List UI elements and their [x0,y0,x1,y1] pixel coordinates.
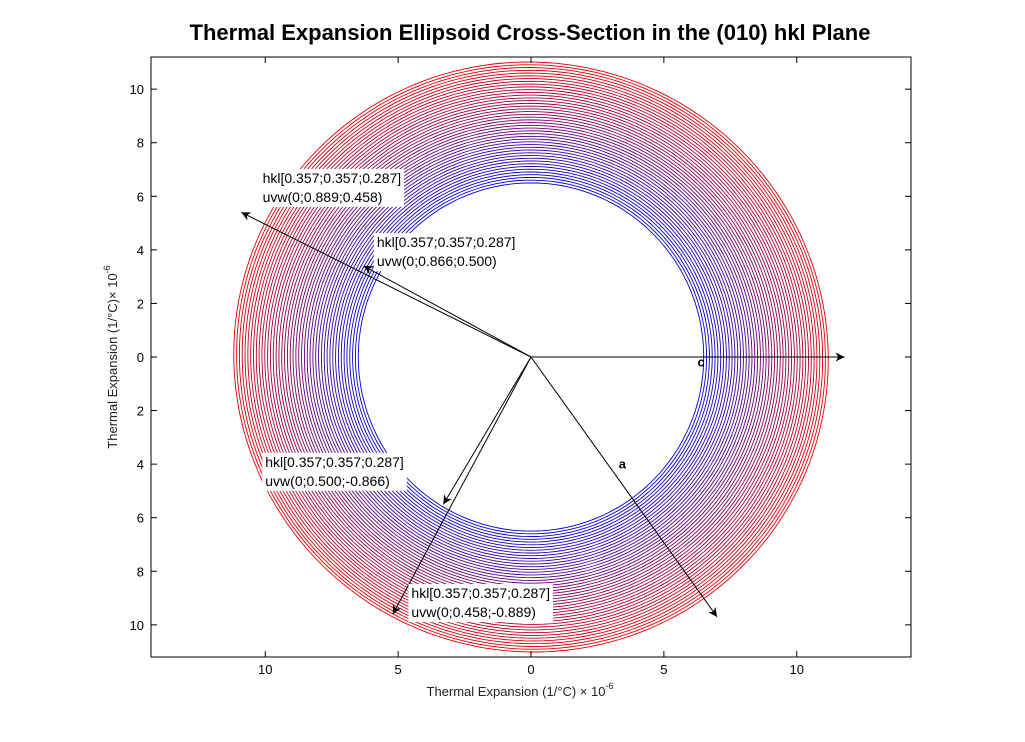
annot-uvw-0-500-m866-line1: hkl[0.357;0.357;0.287] [265,454,404,470]
ellipse-ring-13 [320,146,742,568]
ellipse-ring-21 [298,124,764,590]
y-tick-label-2: 6 [137,189,144,204]
x-tick-label-1: 5 [395,662,402,677]
annot-uvw-0-866-500-line2: uvw(0;0.866;0.500) [377,253,497,269]
y-tick-label-3: 4 [137,243,144,258]
ellipse-ring-10 [329,155,733,559]
x-axis-label: Thermal Expansion (1/°C) × 10-6 [427,681,614,699]
ellipse-ring-33 [264,91,798,623]
ellipse-ring-11 [326,152,736,562]
ellipse-ring-23 [292,119,770,595]
ellipse-ring-22 [295,122,767,592]
ellipse-ring-24 [289,116,773,598]
y-tick-label-1: 8 [137,136,144,151]
y-tick-label-4: 2 [137,296,144,311]
ellipse-ring-7 [337,163,725,551]
y-tick-label-5: 0 [137,350,144,365]
vector-arrows: ca [241,211,845,618]
ellipse-ring-26 [284,111,778,603]
y-tick-label-7: 4 [137,457,144,472]
y-tick-label-10: 10 [130,618,144,633]
annot-uvw-0-500-m866-line2: uvw(0;0.500;-0.866) [265,473,390,489]
vector-label-c: c [697,354,704,369]
ellipse-ring-15 [315,141,747,573]
ellipse-ring-14 [318,144,744,570]
ellipse-ring-20 [301,127,761,587]
ellipse-ring-1 [354,179,708,535]
ellipse-ring-36 [255,83,807,631]
y-tick-label-9: 8 [137,564,144,579]
y-tick-label-0: 10 [130,82,144,97]
x-axis-label-exponent: -6 [605,681,613,691]
ellipse-ring-12 [323,149,739,565]
y-tick-label-8: 6 [137,511,144,526]
ellipse-ring-18 [306,133,756,581]
ellipse-ring-35 [258,86,804,628]
y-axis-label-exponent: -6 [102,265,112,273]
ellipse-ring-32 [267,94,795,620]
ellipse-ring-34 [261,89,801,625]
annot-uvw-0-889-458-line2: uvw(0;0.889;0.458) [263,189,383,205]
annot-uvw-0-889-458-line1: hkl[0.357;0.357;0.287] [263,170,402,186]
vector-a [530,356,718,618]
ellipse-ring-27 [281,108,781,606]
ellipse-ring-4 [346,171,716,543]
ellipse-ring-42 [238,67,824,647]
ellipse-ring-29 [275,102,787,612]
ellipse-ring-30 [272,100,790,614]
vector-uvw-0-889-458 [241,211,532,358]
ellipse-rings [233,61,829,653]
ellipse-ring-41 [241,69,821,645]
ellipse-ring-16 [312,138,750,576]
ellipse-ring-2 [352,176,710,538]
vector-uvw-0-866-500 [363,265,532,358]
annot-uvw-0-458-m889-line1: hkl[0.357;0.357;0.287] [411,585,550,601]
x-axis-label-text: Thermal Expansion (1/°C) × 10 [427,684,606,699]
annot-uvw-0-500-m866: hkl[0.357;0.357;0.287] uvw(0;0.500;-0.866… [262,452,407,491]
ellipse-ring-37 [253,80,809,634]
ellipse-ring-38 [250,78,812,636]
annotations: hkl[0.357;0.357;0.287] uvw(0;0.889;0.458)… [259,168,553,623]
ellipse-ring-25 [286,113,776,601]
ellipse-ring-5 [343,168,719,546]
ellipse-ring-8 [335,160,727,554]
annot-uvw-0-458-m889-background [408,584,553,623]
annot-uvw-0-458-m889-line2: uvw(0;0.458;-0.889) [411,604,536,620]
annot-uvw-0-866-500-line1: hkl[0.357;0.357;0.287] [377,234,516,250]
annot-uvw-0-866-500: hkl[0.357;0.357;0.287] uvw(0;0.866;0.500) [373,233,519,272]
x-tick-label-2: 0 [527,662,534,677]
vector-uvw-0-458-m889 [392,356,532,615]
y-axis-label-text: Thermal Expansion (1/°C)× 10 [105,273,120,448]
ellipse-ring-0 [357,182,705,532]
ellipse-ring-39 [247,75,815,639]
annot-uvw-0-500-m866-background [262,452,407,491]
annot-uvw-0-889-458: hkl[0.357;0.357;0.287] uvw(0;0.889;0.458) [259,168,405,207]
ellipse-ring-43 [236,64,826,650]
vector-label-a: a [619,456,627,471]
ellipse-ring-40 [244,72,818,642]
annot-uvw-0-889-458-background [259,168,405,207]
y-tick-label-6: 2 [137,404,144,419]
ellipse-ring-19 [303,130,759,584]
ellipse-ring-31 [269,97,793,617]
vector-uvw-0-500-m866 [442,356,532,505]
annot-uvw-0-866-500-background [373,233,519,272]
x-tick-label-4: 10 [789,662,803,677]
x-tick-label-0: 10 [258,662,272,677]
ellipse-ring-28 [278,105,784,609]
y-axis-label: Thermal Expansion (1/°C)× 10-6 [102,265,120,448]
axis-ticks: 10 5 0 5 10 10 8 6 4 2 0 2 4 6 8 10 [130,57,911,677]
ellipse-ring-9 [332,157,730,557]
ellipse-ring-3 [349,174,713,540]
annot-uvw-0-458-m889: hkl[0.357;0.357;0.287] uvw(0;0.458;-0.889… [408,584,553,623]
ellipse-ring-17 [309,135,753,579]
ellipse-ring-44 [233,61,829,653]
chart-title: Thermal Expansion Ellipsoid Cross-Sectio… [190,20,871,45]
x-tick-label-3: 5 [660,662,667,677]
ellipse-ring-6 [340,166,722,548]
